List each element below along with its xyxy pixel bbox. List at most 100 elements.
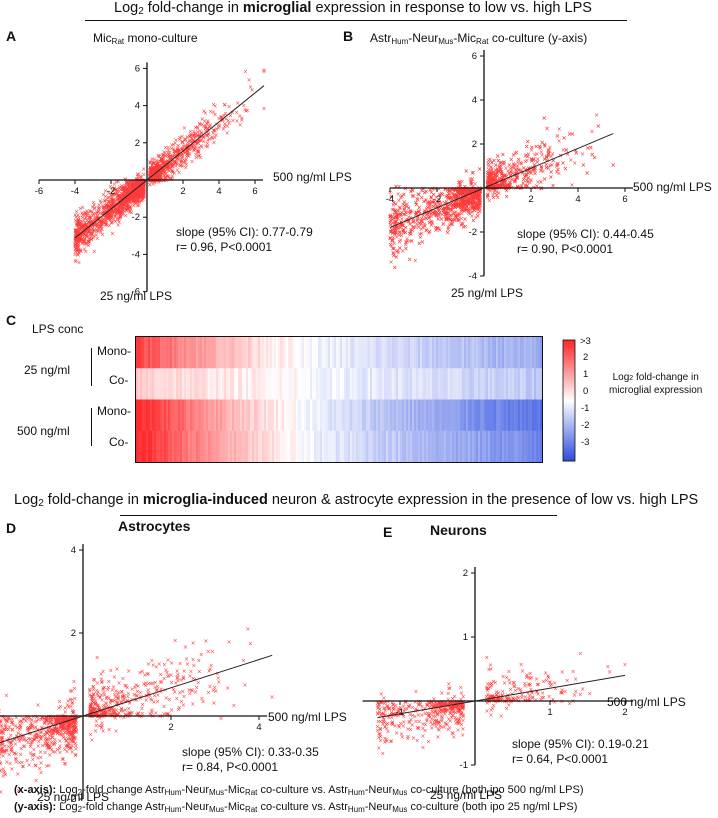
heatmap-cell	[222, 430, 225, 463]
heatmap-cell	[152, 337, 155, 369]
heatmap-cell	[370, 368, 373, 400]
heatmap-cell	[488, 399, 491, 432]
heatmap-cell	[280, 368, 283, 400]
heatmap-cell	[370, 399, 373, 432]
heatmap-cell	[454, 430, 457, 463]
heatmap-cell	[276, 368, 279, 400]
heatmap-cell	[226, 399, 229, 432]
heatmap-cell	[366, 430, 369, 463]
data-point: ×	[588, 145, 593, 152]
colorbar-step	[563, 412, 575, 416]
heatmap-cell	[168, 399, 171, 432]
heatmap-cell	[470, 337, 473, 369]
heatmap-cell	[144, 430, 147, 463]
heatmap-cell	[188, 368, 191, 400]
heatmap-cell	[310, 430, 313, 463]
colorbar-step	[563, 442, 575, 446]
heatmap-cell	[506, 399, 509, 432]
heatmap-cell	[324, 430, 327, 463]
heatmap-cell	[230, 368, 233, 400]
heatmap-cell	[400, 368, 403, 400]
heatmap-cell	[386, 399, 389, 432]
heatmap-cell	[436, 430, 439, 463]
heatmap-cell	[334, 430, 337, 463]
heatmap-cell	[138, 399, 141, 432]
heatmap-cell	[382, 368, 385, 400]
data-point: ×	[140, 196, 145, 203]
heatmap-cell	[254, 368, 257, 400]
heatmap-cell	[276, 399, 279, 432]
heatmap-cell	[480, 399, 483, 432]
heatmap-cell	[252, 368, 255, 400]
heatmap-cell	[330, 430, 333, 463]
heatmap-cell	[344, 368, 347, 400]
heatmap-cell	[356, 399, 359, 432]
heatmap-cell	[228, 399, 231, 432]
colorbar-step	[563, 350, 575, 353]
heatmap-cell	[310, 337, 313, 369]
heatmap-cell	[504, 368, 507, 400]
heatmap-cell	[518, 430, 521, 463]
heatmap-cell	[474, 430, 477, 463]
heatmap-cell	[354, 337, 357, 369]
data-point: ×	[111, 196, 116, 203]
panel-d-r: r= 0.84, P<0.0001	[182, 760, 319, 775]
heatmap-cell	[232, 337, 235, 369]
heatmap-cell	[402, 368, 405, 400]
heatmap-cell	[260, 368, 263, 400]
heatmap-cell	[158, 399, 161, 432]
data-point: ×	[227, 104, 232, 111]
data-point: ×	[590, 129, 595, 136]
heatmap-cell	[158, 430, 161, 463]
heatmap-cell	[308, 368, 311, 400]
heatmap-cell	[284, 337, 287, 369]
colorbar-step	[563, 434, 575, 438]
heatmap-cell	[188, 337, 191, 369]
heatmap-cell	[326, 399, 329, 432]
heatmap-cell	[232, 368, 235, 400]
heatmap-cell	[312, 399, 315, 432]
heatmap-cell	[406, 368, 409, 400]
heatmap-cell	[148, 337, 151, 369]
heatmap-cell	[236, 399, 239, 432]
heatmap-cell	[504, 399, 507, 432]
heatmap-cell	[152, 368, 155, 400]
heatmap-cell	[296, 368, 299, 400]
data-point: ×	[83, 248, 88, 255]
heatmap-cell	[358, 399, 361, 432]
heatmap-cell	[532, 337, 535, 369]
heatmap-cell	[466, 337, 469, 369]
panel-a-stats: slope (95% CI): 0.77-0.79 r= 0.96, P<0.0…	[176, 225, 313, 255]
heatmap-cell	[320, 368, 323, 400]
heatmap-cell	[268, 368, 271, 400]
heatmap-cell	[200, 337, 203, 369]
heatmap-cell	[270, 337, 273, 369]
heatmap-cell	[440, 430, 443, 463]
heatmap-cell	[460, 337, 463, 369]
heatmap-cell	[462, 337, 465, 369]
heatmap-cell	[378, 368, 381, 400]
colorbar-tick: >3	[580, 336, 591, 347]
heatmap-cell	[480, 430, 483, 463]
heatmap-cell	[162, 337, 165, 369]
heatmap-cell	[304, 399, 307, 432]
data-point: ×	[538, 167, 543, 174]
heatmap-cell	[508, 368, 511, 400]
heatmap-cell	[496, 368, 499, 400]
heatmap-cell	[490, 399, 493, 432]
heatmap-cell	[424, 368, 427, 400]
heatmap-cell	[248, 399, 251, 432]
heatmap-cell	[242, 337, 245, 369]
heatmap-cell	[334, 337, 337, 369]
heatmap-cell	[438, 337, 441, 369]
heatmap-cell	[540, 368, 543, 400]
heatmap-cell	[362, 399, 365, 432]
y-tick-label: 2	[135, 138, 140, 149]
heatmap-cell	[174, 399, 177, 432]
heatmap-cell	[374, 337, 377, 369]
heatmap-cell	[456, 368, 459, 400]
heatmap-cell	[150, 337, 153, 369]
heatmap-cell	[326, 368, 329, 400]
x-tick-label: 4	[216, 186, 221, 197]
heatmap-cell	[328, 399, 331, 432]
